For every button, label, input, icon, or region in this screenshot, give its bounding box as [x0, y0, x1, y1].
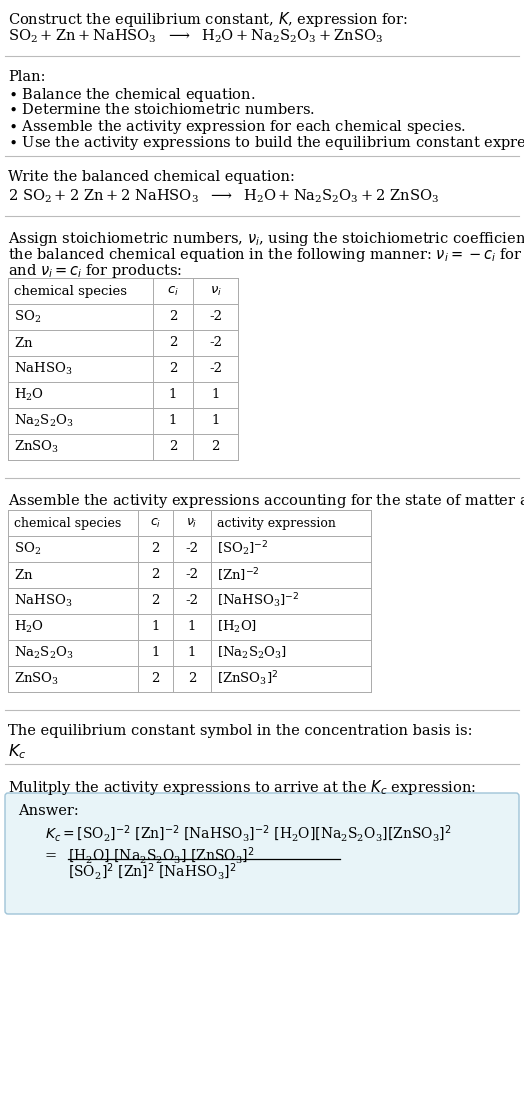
Text: $K_c = [\mathregular{SO_2}]^{-2}\ [\mathregular{Zn}]^{-2}\ [\mathregular{NaHSO_3: $K_c = [\mathregular{SO_2}]^{-2}\ [\math…: [45, 824, 451, 845]
Text: $c_i$: $c_i$: [167, 284, 179, 297]
Text: $\mathregular{NaHSO_3}$: $\mathregular{NaHSO_3}$: [14, 593, 72, 609]
Text: Mulitply the activity expressions to arrive at the $K_c$ expression:: Mulitply the activity expressions to arr…: [8, 778, 476, 798]
Text: 1: 1: [211, 388, 220, 402]
Text: $\bullet$ Assemble the activity expression for each chemical species.: $\bullet$ Assemble the activity expressi…: [8, 118, 466, 136]
Text: $\mathregular{Zn}$: $\mathregular{Zn}$: [14, 336, 34, 350]
Text: $\nu_i$: $\nu_i$: [210, 284, 222, 297]
Text: $\mathregular{H_2O}$: $\mathregular{H_2O}$: [14, 387, 44, 403]
Text: $\mathregular{Na_2S_2O_3}$: $\mathregular{Na_2S_2O_3}$: [14, 412, 73, 429]
Text: $\bullet$ Determine the stoichiometric numbers.: $\bullet$ Determine the stoichiometric n…: [8, 102, 315, 117]
Text: -2: -2: [209, 310, 222, 324]
Text: $[\mathregular{H_2O}]$: $[\mathregular{H_2O}]$: [217, 619, 257, 635]
Text: 2: 2: [151, 568, 160, 581]
Text: 1: 1: [151, 621, 160, 633]
Text: $[\mathregular{Na_2S_2O_3}]$: $[\mathregular{Na_2S_2O_3}]$: [217, 645, 287, 661]
Text: $\mathregular{2\ SO_2 + 2\ Zn + 2\ NaHSO_3}$  $\mathregular{\longrightarrow}$  $: $\mathregular{2\ SO_2 + 2\ Zn + 2\ NaHSO…: [8, 188, 439, 205]
Text: $\mathregular{Zn}$: $\mathregular{Zn}$: [14, 568, 34, 583]
Text: $\bullet$ Balance the chemical equation.: $\bullet$ Balance the chemical equation.: [8, 86, 255, 104]
Text: 1: 1: [188, 646, 196, 659]
Text: 2: 2: [169, 337, 177, 350]
Text: $[\mathregular{SO_2}]^{-2}$: $[\mathregular{SO_2}]^{-2}$: [217, 540, 268, 558]
Text: $\nu_i$: $\nu_i$: [187, 517, 198, 530]
Text: Assign stoichiometric numbers, $\nu_i$, using the stoichiometric coefficients, $: Assign stoichiometric numbers, $\nu_i$, …: [8, 230, 524, 248]
Text: $\mathregular{Na_2S_2O_3}$: $\mathregular{Na_2S_2O_3}$: [14, 645, 73, 661]
Text: $\mathregular{ZnSO_3}$: $\mathregular{ZnSO_3}$: [14, 439, 59, 455]
Text: and $\nu_i = c_i$ for products:: and $\nu_i = c_i$ for products:: [8, 262, 182, 280]
Text: Answer:: Answer:: [18, 804, 79, 818]
Text: $[\mathregular{Zn}]^{-2}$: $[\mathregular{Zn}]^{-2}$: [217, 566, 260, 584]
Text: Plan:: Plan:: [8, 70, 46, 84]
Text: -2: -2: [185, 568, 199, 581]
Text: $\mathregular{SO_2}$: $\mathregular{SO_2}$: [14, 309, 41, 325]
Text: The equilibrium constant symbol in the concentration basis is:: The equilibrium constant symbol in the c…: [8, 724, 473, 738]
Text: -2: -2: [209, 337, 222, 350]
Text: 2: 2: [169, 362, 177, 375]
Text: $K_c$: $K_c$: [8, 742, 26, 760]
Text: the balanced chemical equation in the following manner: $\nu_i = -c_i$ for react: the balanced chemical equation in the fo…: [8, 246, 524, 264]
Text: 2: 2: [211, 441, 220, 453]
Text: -2: -2: [185, 595, 199, 608]
Text: $\mathregular{NaHSO_3}$: $\mathregular{NaHSO_3}$: [14, 361, 72, 377]
Text: -2: -2: [185, 543, 199, 555]
Text: $\mathregular{ZnSO_3}$: $\mathregular{ZnSO_3}$: [14, 671, 59, 687]
Text: chemical species: chemical species: [14, 517, 121, 530]
Text: Construct the equilibrium constant, $K$, expression for:: Construct the equilibrium constant, $K$,…: [8, 10, 408, 29]
Text: 2: 2: [151, 595, 160, 608]
Text: 2: 2: [151, 543, 160, 555]
Text: -2: -2: [209, 362, 222, 375]
Text: $[\mathregular{H_2O}]\ [\mathregular{Na_2S_2O_3}]\ [\mathregular{ZnSO_3}]^2$: $[\mathregular{H_2O}]\ [\mathregular{Na_…: [68, 846, 255, 867]
Text: $[\mathregular{ZnSO_3}]^2$: $[\mathregular{ZnSO_3}]^2$: [217, 669, 278, 688]
Text: 2: 2: [169, 441, 177, 453]
Text: 2: 2: [151, 672, 160, 686]
FancyBboxPatch shape: [5, 793, 519, 914]
Text: Write the balanced chemical equation:: Write the balanced chemical equation:: [8, 170, 295, 184]
Text: $\bullet$ Use the activity expressions to build the equilibrium constant express: $\bullet$ Use the activity expressions t…: [8, 134, 524, 152]
Text: $\mathregular{H_2O}$: $\mathregular{H_2O}$: [14, 619, 44, 635]
Text: $\mathregular{SO_2 + Zn + NaHSO_3}$  $\mathregular{\longrightarrow}$  $\mathregu: $\mathregular{SO_2 + Zn + NaHSO_3}$ $\ma…: [8, 29, 383, 45]
Text: $\mathregular{SO_2}$: $\mathregular{SO_2}$: [14, 541, 41, 557]
Text: 2: 2: [188, 672, 196, 686]
Text: 1: 1: [169, 388, 177, 402]
Text: 1: 1: [169, 415, 177, 428]
Text: $c_i$: $c_i$: [150, 517, 161, 530]
Text: $[\mathregular{NaHSO_3}]^{-2}$: $[\mathregular{NaHSO_3}]^{-2}$: [217, 591, 300, 610]
Text: 1: 1: [188, 621, 196, 633]
Text: activity expression: activity expression: [217, 517, 336, 530]
Text: $[\mathregular{SO_2}]^2\ [\mathregular{Zn}]^2\ [\mathregular{NaHSO_3}]^2$: $[\mathregular{SO_2}]^2\ [\mathregular{Z…: [68, 862, 236, 882]
Text: =: =: [45, 849, 57, 863]
Text: Assemble the activity expressions accounting for the state of matter and $\nu_i$: Assemble the activity expressions accoun…: [8, 491, 524, 510]
Text: 1: 1: [211, 415, 220, 428]
Text: 2: 2: [169, 310, 177, 324]
Text: chemical species: chemical species: [14, 284, 127, 297]
Text: 1: 1: [151, 646, 160, 659]
